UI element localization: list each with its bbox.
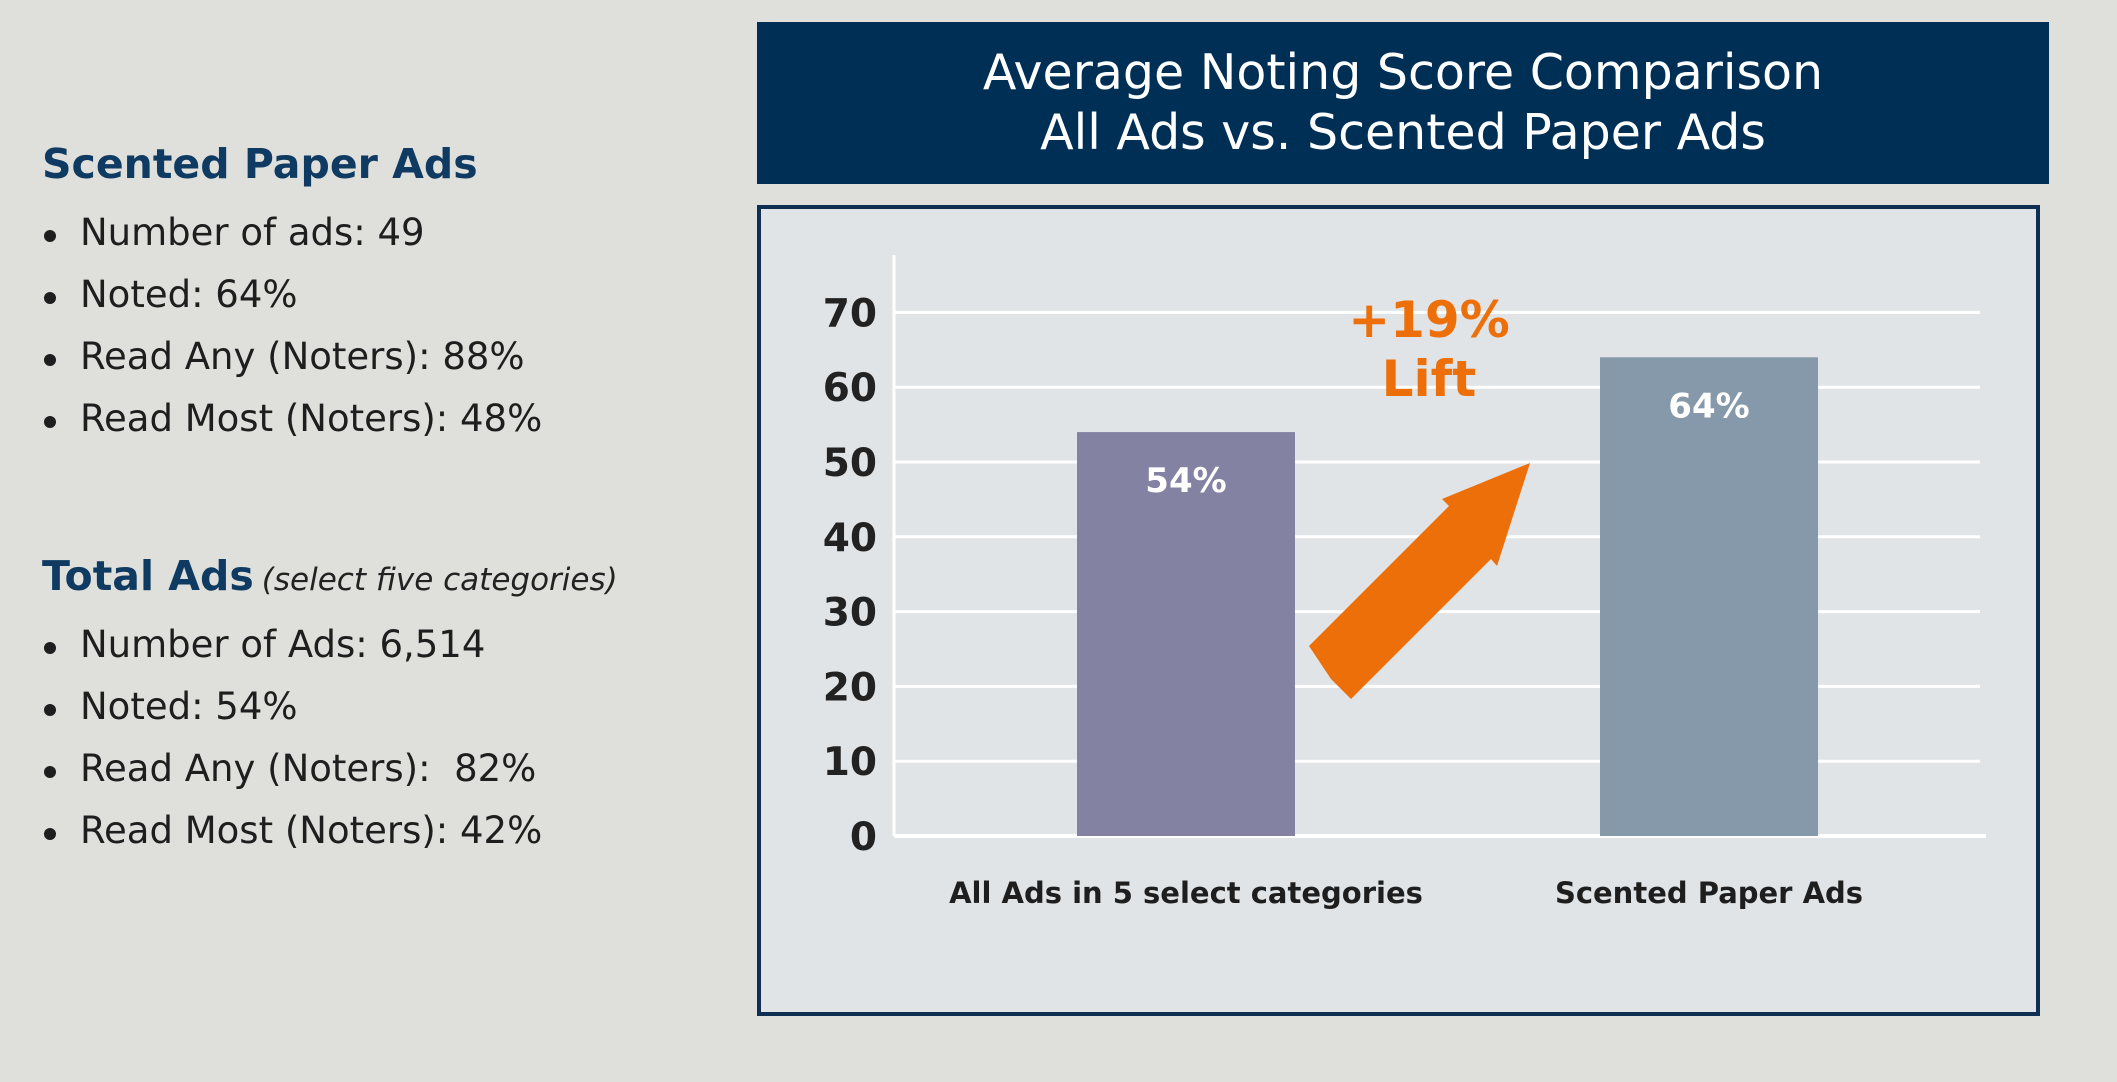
scented-heading: Scented Paper Ads <box>42 140 478 188</box>
list-item: Read Any (Noters): 82% <box>42 738 722 800</box>
lift-annotation-percent: +19% <box>1348 291 1510 349</box>
bar <box>1600 357 1818 836</box>
list-item: Read Most (Noters): 42% <box>42 800 722 862</box>
lift-arrow <box>1309 463 1530 699</box>
total-heading-text: Total Ads <box>42 552 254 600</box>
y-tick-label: 0 <box>850 815 877 860</box>
total-list: Number of Ads: 6,514 Noted: 54% Read Any… <box>42 614 722 862</box>
y-tick-label: 20 <box>823 665 877 710</box>
chart-title-box: Average Noting Score Comparison All Ads … <box>757 22 2049 184</box>
y-tick-label: 60 <box>823 366 877 411</box>
total-section: Total Ads (select five categories) Number… <box>42 552 722 862</box>
scented-section: Scented Paper Ads Number of ads: 49 Note… <box>42 140 722 450</box>
y-tick-label: 10 <box>823 740 877 785</box>
chart-subtitle: All Ads vs. Scented Paper Ads <box>1040 104 1766 161</box>
chart-panel: 0 10 20 30 40 50 60 70 54% All Ads in 5 select ca… <box>757 205 2040 1016</box>
bar <box>1077 432 1295 836</box>
list-item: Read Any (Noters): 88% <box>42 326 722 388</box>
bar-chart: 0 10 20 30 40 50 60 70 54% All Ads in 5 select ca… <box>823 255 1986 910</box>
y-tick-label: 30 <box>823 591 877 636</box>
list-item: Noted: 54% <box>42 676 722 738</box>
total-heading-note: (select five categories) <box>261 562 618 598</box>
y-tick-label: 50 <box>823 441 877 486</box>
data-label: 54% <box>1145 461 1226 501</box>
chart-title: Average Noting Score Comparison <box>982 44 1824 101</box>
list-item: Number of ads: 49 <box>42 202 722 264</box>
scented-list: Number of ads: 49 Noted: 64% Read Any (N… <box>42 202 722 450</box>
x-tick-label: All Ads in 5 select categories <box>949 876 1423 910</box>
total-heading: Total Ads (select five categories) <box>42 552 722 600</box>
lift-annotation-label: Lift <box>1382 350 1477 408</box>
x-tick-label: Scented Paper Ads <box>1555 876 1863 910</box>
list-item: Read Most (Noters): 48% <box>42 388 722 450</box>
list-item: Noted: 64% <box>42 264 722 326</box>
y-tick-label: 70 <box>823 291 877 336</box>
y-tick-label: 40 <box>823 516 877 561</box>
data-label: 64% <box>1668 386 1749 426</box>
left-panel: Scented Paper Ads Number of ads: 49 Note… <box>42 140 722 862</box>
list-item: Number of Ads: 6,514 <box>42 614 722 676</box>
